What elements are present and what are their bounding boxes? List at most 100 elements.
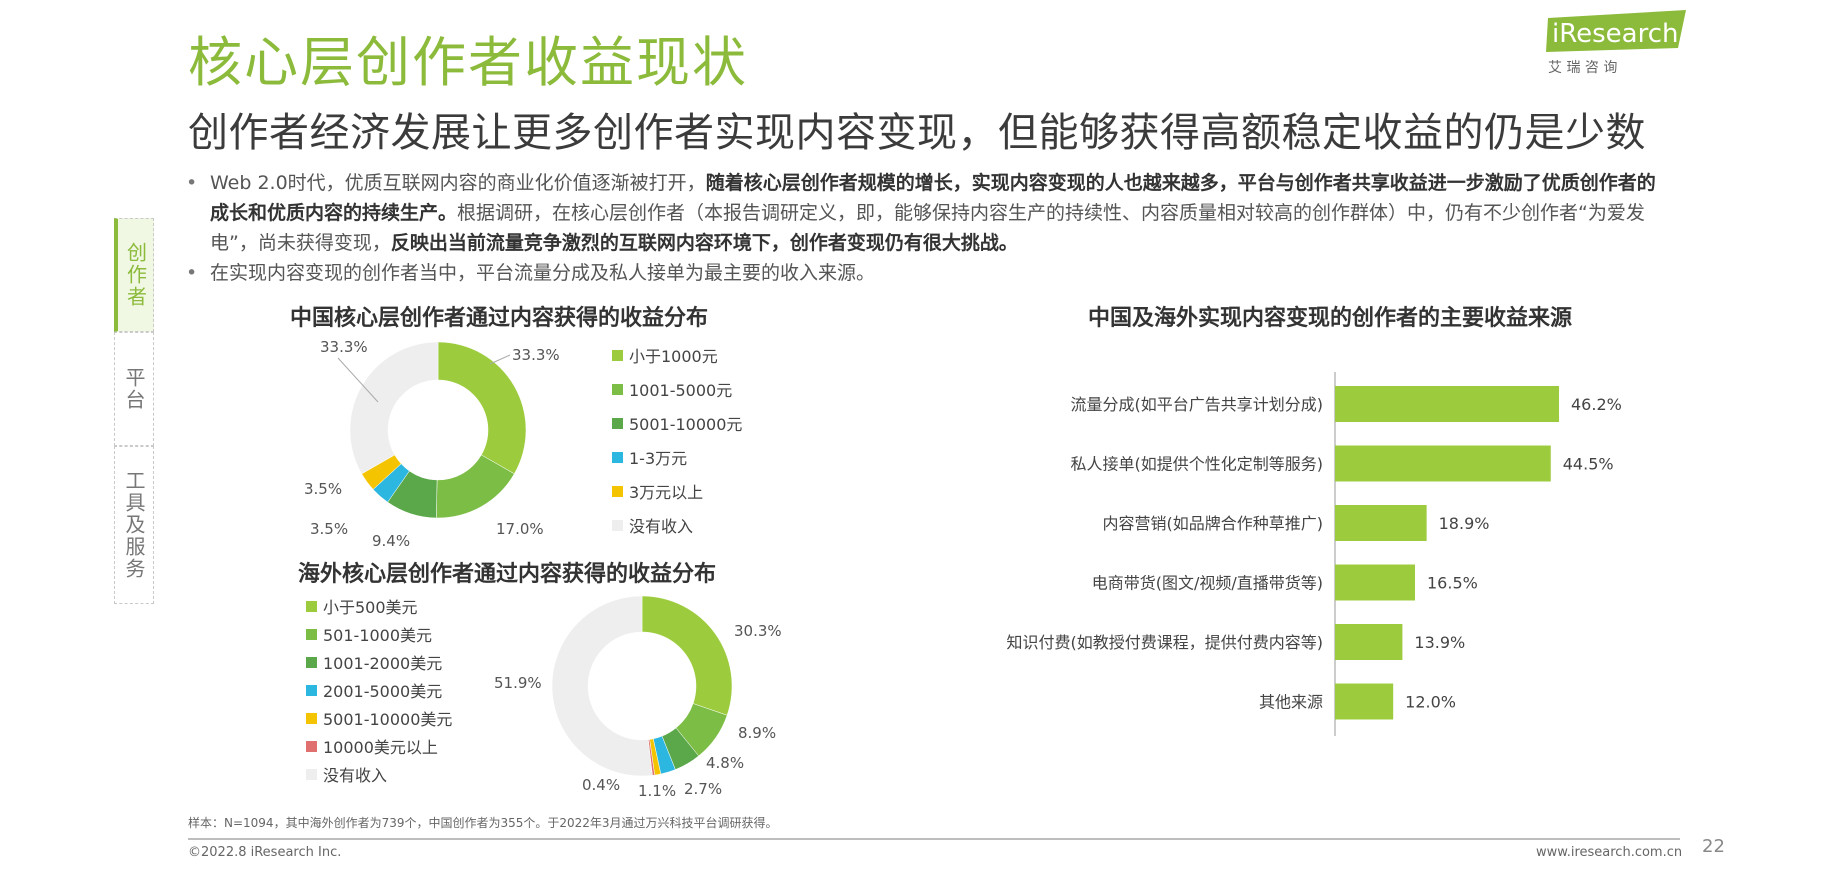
- china-leader-line: [489, 354, 511, 365]
- bar: [1335, 683, 1394, 720]
- bar: [1335, 505, 1427, 541]
- overseas-legend-swatch: [306, 628, 317, 640]
- page-title: 核心层创作者收益现状: [188, 31, 748, 94]
- copyright: ©2022.8 iResearch Inc.: [188, 845, 342, 860]
- overseas-data-label: 2.7%: [684, 780, 722, 798]
- overseas-legend-swatch: [306, 712, 317, 724]
- china-legend-label: 1001-5000元: [629, 381, 733, 400]
- tab-creator[interactable]: 创作者: [114, 218, 154, 332]
- china-legend-label: 没有收入: [629, 517, 694, 536]
- bar-value-label: 13.9%: [1414, 633, 1465, 652]
- website-url: www.iresearch.com.cn: [1536, 845, 1683, 860]
- china-legend-item: 1-3万元: [612, 440, 742, 474]
- bar: [1335, 624, 1403, 660]
- china-data-label: 33.3%: [512, 346, 560, 364]
- overseas-legend-label: 1001-2000美元: [323, 654, 443, 673]
- overseas-legend-item: 小于500美元: [306, 592, 452, 620]
- overseas-legend-item: 2001-5000美元: [306, 676, 452, 704]
- overseas-legend-label: 10000美元以上: [323, 738, 438, 757]
- overseas-slice: [641, 595, 733, 716]
- bullet-item: 在实现内容变现的创作者当中，平台流量分成及私人接单为最主要的收入来源。: [182, 258, 1672, 288]
- bar-chart-title: 中国及海外实现内容变现的创作者的主要收益来源: [1088, 306, 1573, 331]
- overseas-data-label: 0.4%: [582, 776, 620, 794]
- overseas-legend-swatch: [306, 684, 317, 696]
- overseas-chart-legend: 小于500美元 501-1000美元 1001-2000美元 2001-5000美元 5…: [306, 592, 452, 788]
- china-data-label: 9.4%: [372, 532, 410, 550]
- bar-value-label: 46.2%: [1571, 395, 1622, 414]
- china-legend-item: 3万元以上: [612, 474, 742, 508]
- page-number: 22: [1702, 836, 1725, 857]
- page-subtitle: 创作者经济发展让更多创作者实现内容变现，但能够获得高额稳定收益的仍是少数: [188, 110, 1646, 156]
- china-slice: [437, 341, 527, 475]
- overseas-slice: [551, 595, 653, 777]
- overseas-legend-swatch: [306, 600, 317, 612]
- china-chart-legend: 小于1000元 1001-5000元 5001-10000元 1-3万元 3万元以上没有…: [612, 338, 742, 542]
- overseas-donut-chart: 30.3% 8.9% 4.8% 2.7% 1.1% 0.4% 51.9%: [494, 595, 782, 800]
- overseas-data-label: 4.8%: [706, 754, 744, 772]
- china-legend-item: 没有收入: [612, 508, 742, 542]
- iresearch-logo: iResearch 艾 瑞 咨 询: [1538, 8, 1688, 78]
- bullet-item: Web 2.0时代，优质互联网内容的商业化价值逐渐被打开，随着核心层创作者规模的…: [182, 168, 1672, 258]
- china-data-label: 3.5%: [310, 520, 348, 538]
- overseas-data-label: 1.1%: [638, 782, 676, 800]
- bar-category-label: 流量分成(如平台广告共享计划分成): [1071, 395, 1324, 414]
- china-legend-item: 1001-5000元: [612, 372, 742, 406]
- overseas-legend-swatch: [306, 768, 317, 780]
- china-legend-swatch: [612, 417, 623, 429]
- overseas-legend-item: 1001-2000美元: [306, 648, 452, 676]
- china-legend-label: 小于1000元: [629, 347, 718, 366]
- bar-category-label: 电商带货(图文/视频/直播带货等): [1092, 574, 1323, 593]
- bar-category-label: 私人接单(如提供个性化定制等服务): [1071, 455, 1324, 474]
- bar-value-label: 12.0%: [1405, 693, 1456, 712]
- china-legend-swatch: [612, 451, 623, 463]
- bullet-list: Web 2.0时代，优质互联网内容的商业化价值逐渐被打开，随着核心层创作者规模的…: [182, 168, 1672, 288]
- footer-divider: [188, 838, 1680, 840]
- logo-brand-text: iResearch: [1552, 19, 1678, 49]
- overseas-legend-item: 10000美元以上: [306, 732, 452, 760]
- china-leader-line: [337, 357, 379, 403]
- china-legend-swatch: [612, 519, 623, 531]
- overseas-legend-label: 2001-5000美元: [323, 682, 443, 701]
- logo-cn-text: 艾 瑞 咨 询: [1548, 60, 1617, 76]
- bar: [1335, 564, 1415, 601]
- tab-tools-services[interactable]: 工具及服务: [114, 446, 154, 604]
- overseas-legend-label: 501-1000美元: [323, 626, 433, 645]
- bar: [1335, 445, 1551, 482]
- income-source-bar-chart: 流量分成(如平台广告共享计划分成) 46.2% 私人接单(如提供个性化定制等服务) 4…: [1007, 372, 1622, 736]
- china-data-label: 17.0%: [496, 520, 544, 538]
- tab-platform[interactable]: 平台: [114, 332, 154, 446]
- overseas-legend-item: 5001-10000美元: [306, 704, 452, 732]
- china-legend-swatch: [612, 383, 623, 395]
- china-legend-swatch: [612, 485, 623, 497]
- overseas-legend-label: 5001-10000美元: [323, 710, 453, 729]
- bar-value-label: 18.9%: [1439, 514, 1490, 533]
- overseas-chart-title: 海外核心层创作者通过内容获得的收益分布: [298, 562, 717, 587]
- china-legend-item: 5001-10000元: [612, 406, 742, 440]
- bar-category-label: 内容营销(如品牌合作种草推广): [1103, 514, 1324, 533]
- overseas-legend-swatch: [306, 740, 317, 752]
- bar: [1335, 386, 1559, 422]
- china-legend-label: 1-3万元: [629, 449, 688, 468]
- overseas-legend-item: 501-1000美元: [306, 620, 452, 648]
- china-legend-item: 小于1000元: [612, 338, 742, 372]
- overseas-data-label: 8.9%: [738, 724, 776, 742]
- overseas-legend-label: 小于500美元: [323, 598, 418, 617]
- china-legend-swatch: [612, 349, 623, 361]
- overseas-legend-item: 没有收入: [306, 760, 452, 788]
- overseas-legend-label: 没有收入: [323, 766, 388, 785]
- bar-value-label: 44.5%: [1563, 455, 1614, 474]
- bar-category-label: 知识付费(如教授付费课程，提供付费内容等): [1007, 633, 1324, 652]
- overseas-legend-swatch: [306, 656, 317, 668]
- bar-value-label: 16.5%: [1427, 574, 1478, 593]
- china-data-label: 3.5%: [304, 480, 342, 498]
- china-data-label: 33.3%: [320, 338, 368, 356]
- overseas-data-label: 51.9%: [494, 674, 542, 692]
- china-slice: [349, 341, 439, 475]
- side-tabs: 创作者 平台 工具及服务: [114, 218, 154, 604]
- china-legend-label: 3万元以上: [629, 483, 704, 502]
- overseas-data-label: 30.3%: [734, 622, 782, 640]
- china-legend-label: 5001-10000元: [629, 415, 743, 434]
- china-chart-title: 中国核心层创作者通过内容获得的收益分布: [290, 306, 709, 331]
- china-donut-chart: 33.3% 17.0% 9.4% 3.5% 3.5% 33.3%: [304, 338, 560, 550]
- sample-note: 样本：N=1094，其中海外创作者为739个，中国创作者为355个。于2022年…: [188, 816, 778, 830]
